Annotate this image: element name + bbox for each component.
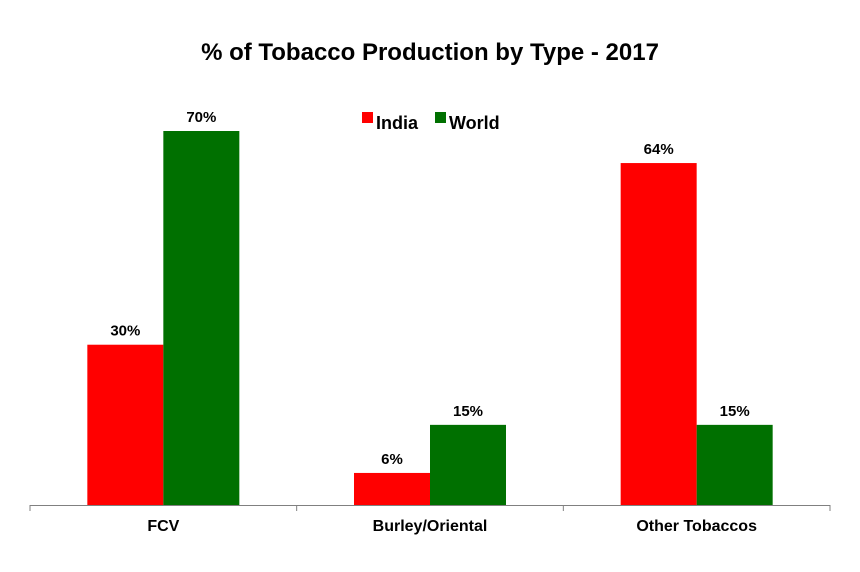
bar-world-burley-oriental <box>430 424 506 505</box>
x-tick-label-other-tobaccos: Other Tobaccos <box>636 518 757 535</box>
data-label-india-burley-oriental: 6% <box>381 451 403 468</box>
bar-world-fcv <box>163 131 240 505</box>
bar-india-other-tobaccos <box>620 163 697 506</box>
bar-india-fcv <box>87 344 164 505</box>
data-label-world-other-tobaccos: 15% <box>720 403 750 420</box>
data-label-world-burley-oriental: 15% <box>453 403 483 420</box>
bars-group: 30% 70% 6% 15% 64% 15% <box>87 109 773 506</box>
legend-swatch-world <box>435 112 446 123</box>
legend-label-india: India <box>376 113 419 133</box>
data-label-india-other-tobaccos: 64% <box>644 141 674 158</box>
data-label-india-fcv: 30% <box>110 323 140 340</box>
x-axis: FCV Burley/Oriental Other Tobaccos <box>29 505 831 535</box>
legend-swatch-india <box>362 112 373 123</box>
data-label-world-fcv: 70% <box>186 109 216 126</box>
x-tick-label-burley-oriental: Burley/Oriental <box>373 518 488 535</box>
bar-india-burley-oriental <box>354 472 430 505</box>
x-tick-label-fcv: FCV <box>147 518 179 535</box>
legend-label-world: World <box>449 113 500 133</box>
bar-world-other-tobaccos <box>696 424 773 505</box>
chart-title: % of Tobacco Production by Type - 2017 <box>201 39 659 66</box>
legend: India World <box>362 112 500 133</box>
